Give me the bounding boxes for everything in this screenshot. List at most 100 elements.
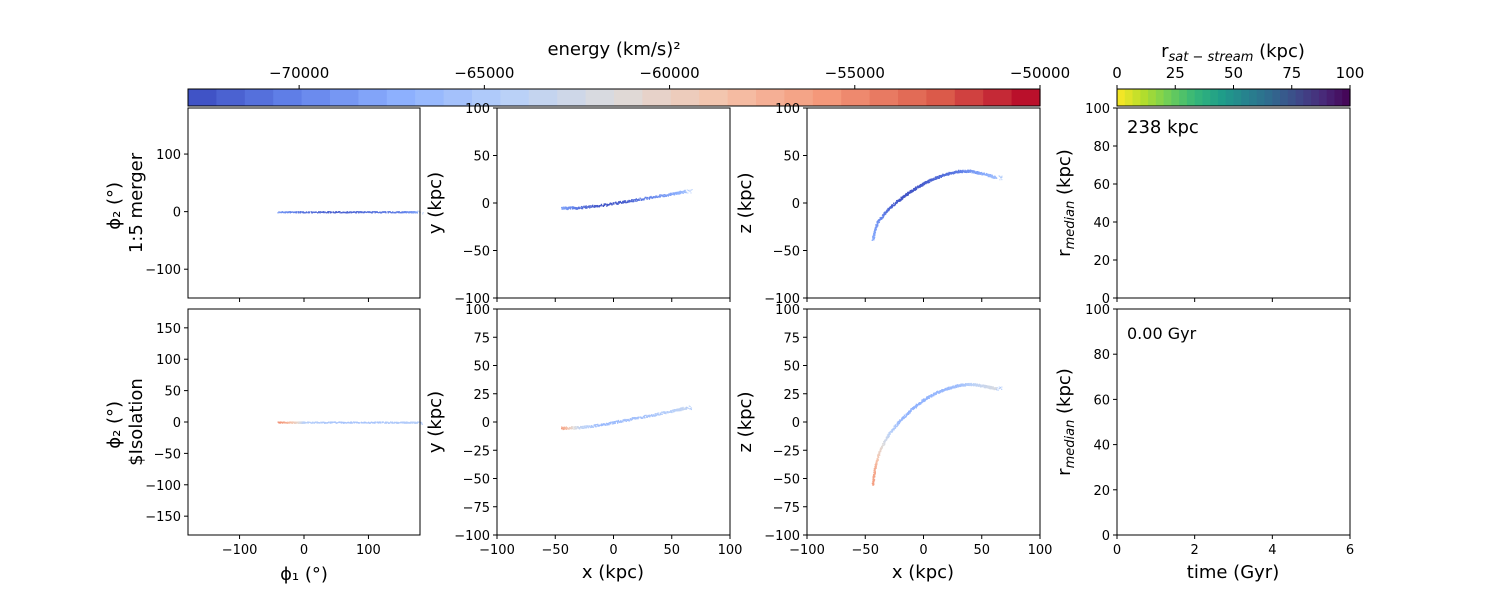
stream-point: [1001, 386, 1003, 388]
stream-point: [924, 182, 926, 185]
stream-point: [676, 410, 678, 412]
stream-point: [675, 409, 677, 412]
stream-point: [984, 387, 986, 389]
stream-point: [343, 422, 345, 424]
stream-point: [883, 212, 886, 214]
stream-point: [566, 427, 568, 429]
stream-point: [905, 194, 907, 196]
y-tick-label: 25: [783, 388, 800, 403]
y-tick-label: 0: [173, 416, 181, 431]
stream-point: [405, 422, 407, 424]
stream-point: [872, 477, 874, 479]
stream-point: [956, 385, 958, 387]
stream-point: [892, 204, 895, 206]
stream-point: [682, 408, 685, 411]
stream-point: [685, 408, 687, 410]
stream-point: [312, 421, 314, 424]
ylabel-xz-bottom: z (kpc): [735, 392, 756, 453]
stream-point: [990, 174, 992, 176]
stream-point: [613, 422, 615, 425]
stream-point: [902, 416, 905, 418]
stream-point: [874, 229, 876, 231]
stream-point: [638, 198, 640, 201]
stream-point: [915, 186, 917, 188]
stream-point: [913, 406, 916, 409]
stream-point: [915, 407, 917, 409]
stream-point: [691, 407, 693, 409]
stream-point: [624, 420, 626, 422]
stream-point: [945, 388, 947, 391]
annotation-time: 0.00 Gyr: [1127, 324, 1197, 343]
stream-point: [877, 457, 879, 459]
stream-point: [657, 413, 659, 415]
y-tick-label: −25: [463, 444, 490, 459]
stream-point: [666, 194, 668, 196]
stream-point: [653, 196, 655, 198]
stream-point: [582, 206, 584, 208]
stream-point: [900, 419, 902, 422]
stream-point: [411, 212, 413, 214]
panel-xy-bot: −100 −75 −50 −25 0 25 50 75 100 −100 −50 0 50 100: [454, 303, 742, 558]
energy-colorbar-tick-label: −70000: [269, 64, 329, 82]
stream-point: [1001, 388, 1003, 390]
stream-point: [674, 192, 676, 194]
stream-point: [915, 403, 918, 405]
stream-point: [654, 415, 656, 417]
stream-point: [586, 207, 588, 209]
stream-point: [623, 419, 625, 422]
panel-background: [188, 108, 420, 298]
energy-colorbar-swatch: [500, 89, 530, 106]
x-tick-label: 0: [300, 543, 308, 558]
stream-point: [881, 446, 884, 448]
stream-point: [879, 450, 882, 453]
stream-point: [599, 205, 601, 207]
stream-point: [895, 202, 897, 204]
stream-point: [378, 421, 380, 424]
stream-point: [329, 422, 331, 424]
stream-point: [605, 203, 607, 205]
stream-point: [919, 185, 922, 187]
stream-point: [583, 427, 585, 429]
stream-point: [299, 211, 302, 213]
stream-point: [383, 211, 385, 213]
stream-point: [926, 181, 928, 183]
ylabel-r-bottom: rmedian (kpc): [1054, 368, 1078, 476]
stream-point: [285, 421, 287, 424]
stream-point: [885, 436, 888, 439]
stream-point: [623, 201, 625, 203]
stream-point: [901, 196, 903, 198]
stream-point: [886, 434, 889, 436]
stream-point: [876, 226, 878, 228]
stream-point: [982, 384, 984, 387]
stream-point: [936, 391, 939, 394]
stream-point: [999, 387, 1001, 389]
stream-point: [332, 421, 334, 424]
stream-point: [686, 406, 688, 408]
stream-point: [420, 422, 422, 424]
stream-point: [921, 182, 924, 185]
stream-point: [998, 386, 1000, 388]
stream-point: [670, 192, 672, 194]
stream-point: [410, 421, 413, 423]
stream-point: [884, 211, 886, 213]
energy-colorbar-swatch: [330, 89, 359, 106]
xlabel-time: time (Gyr): [1187, 562, 1279, 583]
stream-point: [368, 211, 370, 214]
stream-point: [875, 224, 877, 226]
stream-point: [681, 191, 683, 193]
stream-point: [584, 427, 586, 429]
stream-point: [886, 437, 888, 439]
stream-point: [328, 211, 330, 213]
stream-point: [660, 413, 662, 415]
stream-point: [926, 396, 929, 398]
stream-point: [281, 421, 283, 424]
stream-point: [899, 419, 901, 421]
stream-point: [277, 212, 279, 214]
y-tick-label: 0: [1102, 529, 1110, 544]
stream-point: [653, 415, 655, 417]
stream-point: [923, 183, 925, 186]
stream-point: [986, 173, 988, 175]
stream-point: [888, 207, 891, 209]
stream-point: [609, 422, 611, 425]
stream-point: [623, 200, 625, 202]
